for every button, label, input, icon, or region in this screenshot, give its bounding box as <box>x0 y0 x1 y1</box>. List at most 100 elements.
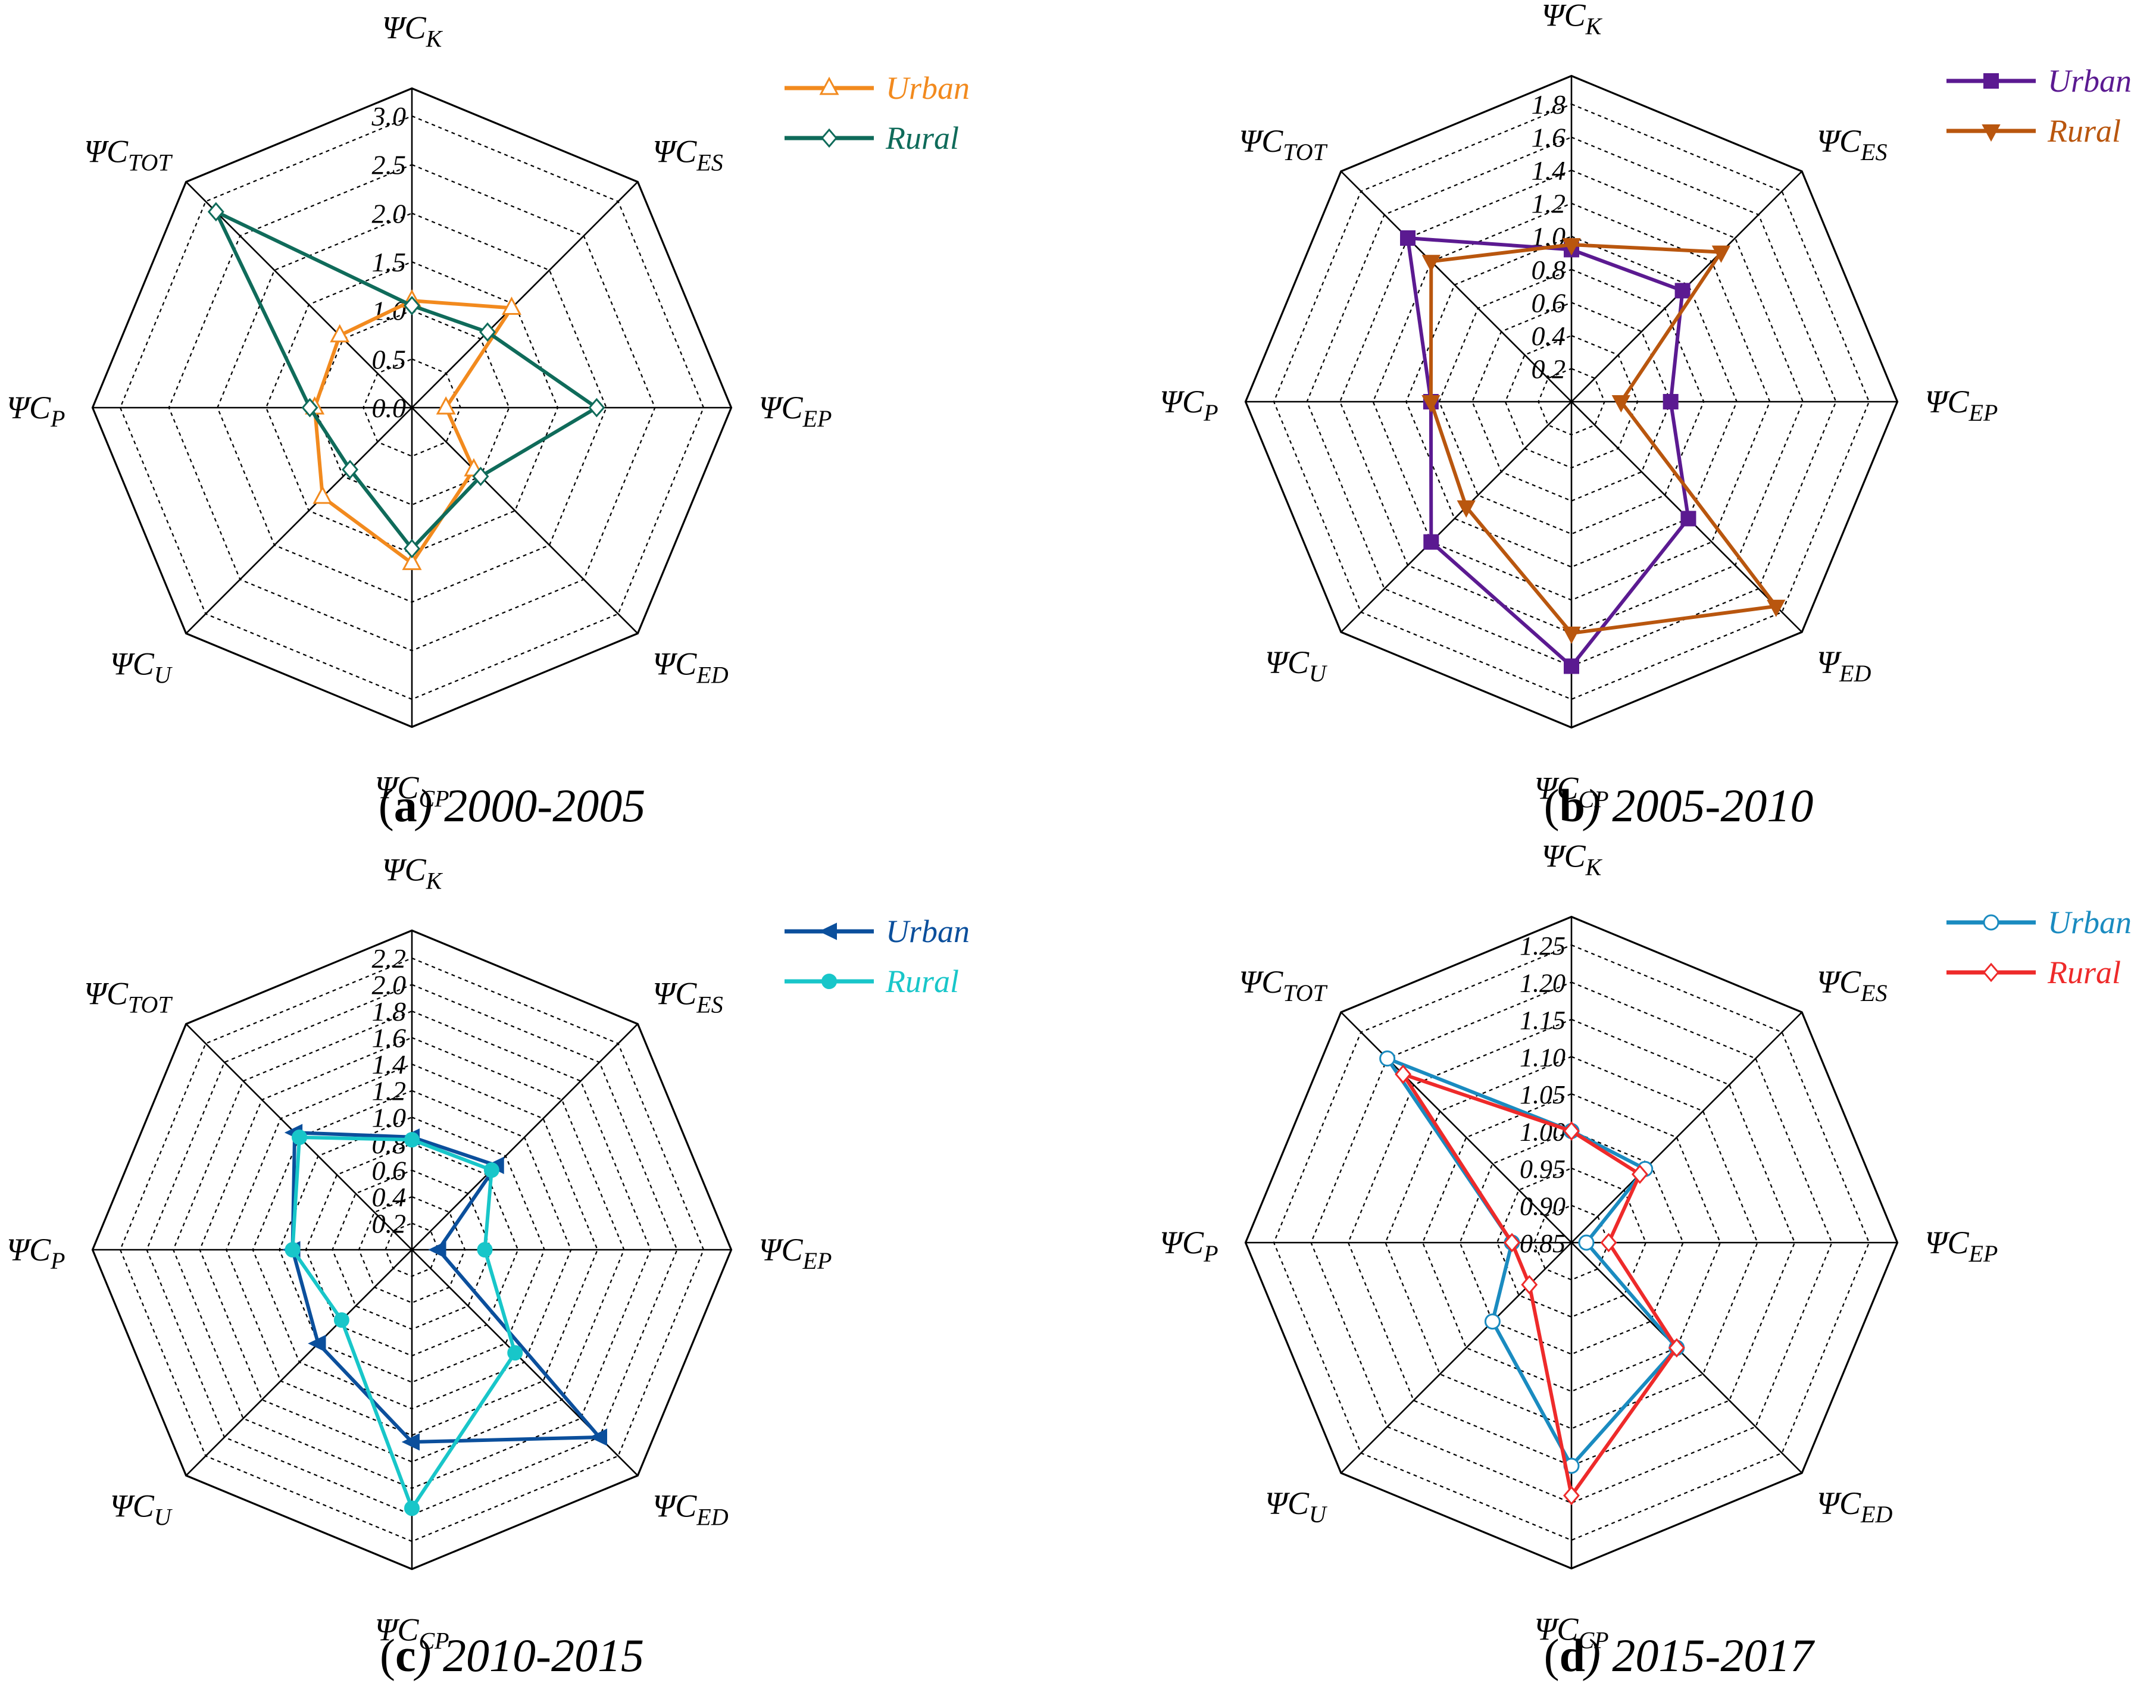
data-point-rural <box>1563 1485 1580 1506</box>
data-point-urban <box>1674 283 1691 299</box>
tick-label: 0.8 <box>372 1129 407 1159</box>
axis-label-es: ΨCES <box>1817 123 1887 165</box>
tick-label: 0.0 <box>372 393 407 423</box>
axis-label-cp: ΨCCP <box>374 1612 449 1654</box>
data-point-rural <box>301 398 318 418</box>
axis-spoke <box>411 181 639 408</box>
data-point-rural <box>507 1345 523 1361</box>
tick-label: 0.4 <box>372 1182 407 1212</box>
data-point-rural <box>404 296 420 315</box>
caption-d: (d) 2015-2017 <box>1544 1629 1816 1681</box>
data-point-urban <box>1564 658 1579 674</box>
legend-marker <box>819 76 839 95</box>
data-point-rural <box>1767 599 1786 617</box>
caption-a: (a) 2000-2005 <box>379 780 645 831</box>
tick-label: 0.5 <box>372 344 407 374</box>
data-point-rural <box>1611 395 1631 413</box>
series-line-rural <box>212 208 600 552</box>
tick-label: 1.2 <box>372 1076 407 1106</box>
data-point-rural <box>404 1132 420 1148</box>
grid-ring <box>146 984 678 1516</box>
series-line-rural <box>1429 243 1780 636</box>
data-point-rural <box>472 467 489 486</box>
tick-label: 1.5 <box>372 247 407 277</box>
grid-ring <box>199 1037 625 1463</box>
tick-label: 1.6 <box>372 1023 407 1053</box>
axis-label-tot: ΨCTOT <box>1239 964 1327 1006</box>
axis-label-es: ΨCES <box>1817 964 1887 1006</box>
data-point-rural <box>1711 245 1731 263</box>
tick-label: 0.6 <box>372 1155 407 1185</box>
data-point-rural <box>479 322 496 342</box>
data-point-rural <box>1504 1232 1520 1253</box>
data-point-rural <box>207 202 224 222</box>
series-rural <box>207 202 605 559</box>
tick-label: 1.25 <box>1520 931 1566 961</box>
axis-label-ep: ΨCEP <box>759 390 832 432</box>
axis-label-ep: ΨCEP <box>759 1232 832 1274</box>
data-point-rural <box>333 1312 349 1328</box>
axis-label-p: ΨCP <box>1160 384 1218 426</box>
tick-label: 3.0 <box>371 101 407 132</box>
tick-label: 1.2 <box>1532 189 1566 219</box>
axis-spoke <box>1340 170 1572 402</box>
legend-marker <box>821 974 837 989</box>
axis-label-ed: ΨED <box>1817 645 1871 687</box>
axis-label-u: ΨCU <box>110 646 173 688</box>
data-point-rural <box>1521 1275 1538 1295</box>
tick-label: 0.8 <box>1532 255 1566 285</box>
tick-label: 1.0 <box>372 1102 407 1133</box>
tick-label: 1.10 <box>1520 1043 1566 1072</box>
data-point-urban <box>1578 1234 1595 1251</box>
legend-marker <box>1983 73 1999 89</box>
tick-label: 2.5 <box>372 150 407 180</box>
legend-label-rural: Rural <box>2047 113 2121 149</box>
data-point-urban <box>330 324 350 343</box>
data-point-rural <box>404 1500 420 1516</box>
caption-c: (c) 2010-2015 <box>380 1629 644 1681</box>
data-point-rural <box>1600 1232 1617 1253</box>
axis-spoke <box>185 407 413 634</box>
legend-c: Urban Rural <box>785 914 970 999</box>
radar-chart-c: 0.20.40.60.81.01.21.41.61.82.02.2 ΨCK ΨCES… <box>7 852 970 1681</box>
data-point-rural <box>477 1242 493 1257</box>
tick-label: 1.20 <box>1520 969 1566 998</box>
legend-label-urban: Urban <box>2048 905 2132 940</box>
tick-label: 2.0 <box>372 970 407 1000</box>
series-rural <box>1421 238 1786 644</box>
tick-label: 0.6 <box>1532 287 1566 318</box>
grid-ring <box>1421 1093 1721 1393</box>
data-point-urban <box>402 552 422 570</box>
data-point-rural <box>342 459 359 480</box>
tick-label: 0.2 <box>372 1208 407 1238</box>
axis-spoke <box>1340 1242 1572 1474</box>
axis-label-tot: ΨCTOT <box>84 134 173 176</box>
axis-spoke <box>185 181 413 408</box>
tick-label: 0.4 <box>1532 321 1566 351</box>
grid-ring <box>1438 268 1705 535</box>
caption-b: (b) 2005-2010 <box>1544 780 1814 831</box>
series-urban <box>1379 1050 1685 1474</box>
axis-spoke <box>1340 401 1572 633</box>
tick-label: 1.6 <box>1532 123 1566 153</box>
data-point-rural <box>588 398 605 418</box>
axis-label-k: ΨCK <box>1542 0 1603 40</box>
axis-label-cp: ΨCCP <box>1534 1612 1608 1654</box>
tick-label: 0.85 <box>1520 1229 1566 1258</box>
grid-ring <box>314 309 510 506</box>
data-point-urban <box>308 1334 326 1353</box>
legend-b: Urban Rural <box>1946 63 2132 149</box>
axis-label-ed: ΨCED <box>652 646 728 688</box>
axis-label-p: ΨCP <box>7 1232 65 1274</box>
axis-label-u: ΨCU <box>1265 645 1328 687</box>
data-point-rural <box>1421 255 1441 273</box>
data-point-rural <box>483 1162 499 1178</box>
tick-label: 2.2 <box>372 943 407 974</box>
data-point-urban <box>1400 230 1416 246</box>
tick-label: 0.90 <box>1520 1192 1566 1221</box>
data-point-rural <box>1563 1121 1580 1141</box>
data-point-rural <box>285 1242 301 1257</box>
axis-spoke <box>1571 1242 1803 1474</box>
radar-chart-a: 0.00.51.01.52.02.53.0ΨCKΨCESΨCEPΨCEDΨCCP… <box>7 10 970 831</box>
axis-label-es: ΨCES <box>652 134 723 176</box>
